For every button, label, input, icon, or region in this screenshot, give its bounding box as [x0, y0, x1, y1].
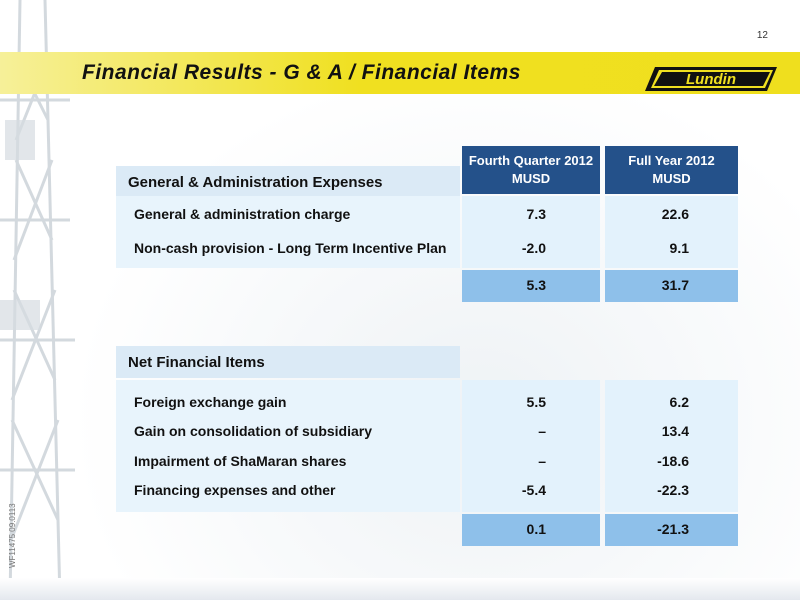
ga-total-q4: 5.3	[526, 277, 546, 293]
footer-band	[0, 578, 800, 600]
nfi-row-q4: –	[538, 453, 546, 469]
ga-rows-band	[116, 196, 460, 268]
column-header-q4-line1: Fourth Quarter 2012	[468, 153, 594, 168]
ga-section-heading: General & Administration Expenses	[116, 166, 460, 199]
column-header-fy: Full Year 2012 MUSD	[605, 146, 738, 194]
ga-row-q4: 7.3	[526, 206, 546, 222]
document-code: WF11475 09.0113	[8, 503, 17, 568]
ga-row-label: Non-cash provision - Long Term Incentive…	[134, 240, 447, 256]
ga-row-fy: 22.6	[661, 206, 689, 222]
nfi-total-fy-cell	[605, 514, 738, 546]
ga-total-fy-cell	[605, 270, 738, 302]
nfi-row-q4: 5.5	[526, 394, 546, 410]
nfi-q4-cell	[462, 380, 600, 512]
nfi-rows-band	[116, 380, 460, 512]
nfi-row-q4: –	[538, 423, 546, 439]
page-number: 12	[756, 30, 768, 41]
ga-row-fy: 9.1	[669, 240, 689, 256]
nfi-total-fy: -21.3	[657, 521, 689, 537]
column-header-fy-line1: Full Year 2012	[628, 153, 715, 168]
ga-row-q4: -2.0	[521, 240, 546, 256]
nfi-section-heading: Net Financial Items	[116, 346, 460, 378]
ga-total-fy: 31.7	[661, 277, 689, 293]
ga-total-q4-cell	[462, 270, 600, 302]
nfi-fy-cell	[605, 380, 738, 512]
nfi-row-q4: -5.4	[521, 482, 546, 498]
nfi-row-fy: -22.3	[657, 482, 689, 498]
nfi-row-fy: 13.4	[661, 423, 689, 439]
nfi-row-fy: -18.6	[657, 453, 689, 469]
svg-text:Lundin: Lundin	[686, 71, 736, 88]
ga-q4-cell	[462, 196, 600, 268]
ga-fy-cell	[605, 196, 738, 268]
nfi-row-label: Financing expenses and other	[134, 482, 336, 498]
column-header-q4: Fourth Quarter 2012 MUSD	[462, 146, 600, 194]
nfi-row-fy: 6.2	[669, 394, 689, 410]
column-header-q4-line2: MUSD	[511, 171, 551, 186]
slide-title: Financial Results - G & A / Financial It…	[82, 61, 521, 84]
nfi-total-q4: 0.1	[526, 521, 546, 537]
ga-row-label: General & administration charge	[134, 206, 351, 222]
nfi-total-q4-cell	[462, 514, 600, 546]
nfi-row-label: Impairment of ShaMaran shares	[134, 453, 347, 469]
nfi-row-label: Foreign exchange gain	[134, 394, 287, 410]
column-header-fy-line2: MUSD	[652, 171, 691, 186]
lundin-logo: Lundin	[645, 67, 777, 91]
nfi-row-label: Gain on consolidation of subsidiary	[134, 423, 373, 439]
